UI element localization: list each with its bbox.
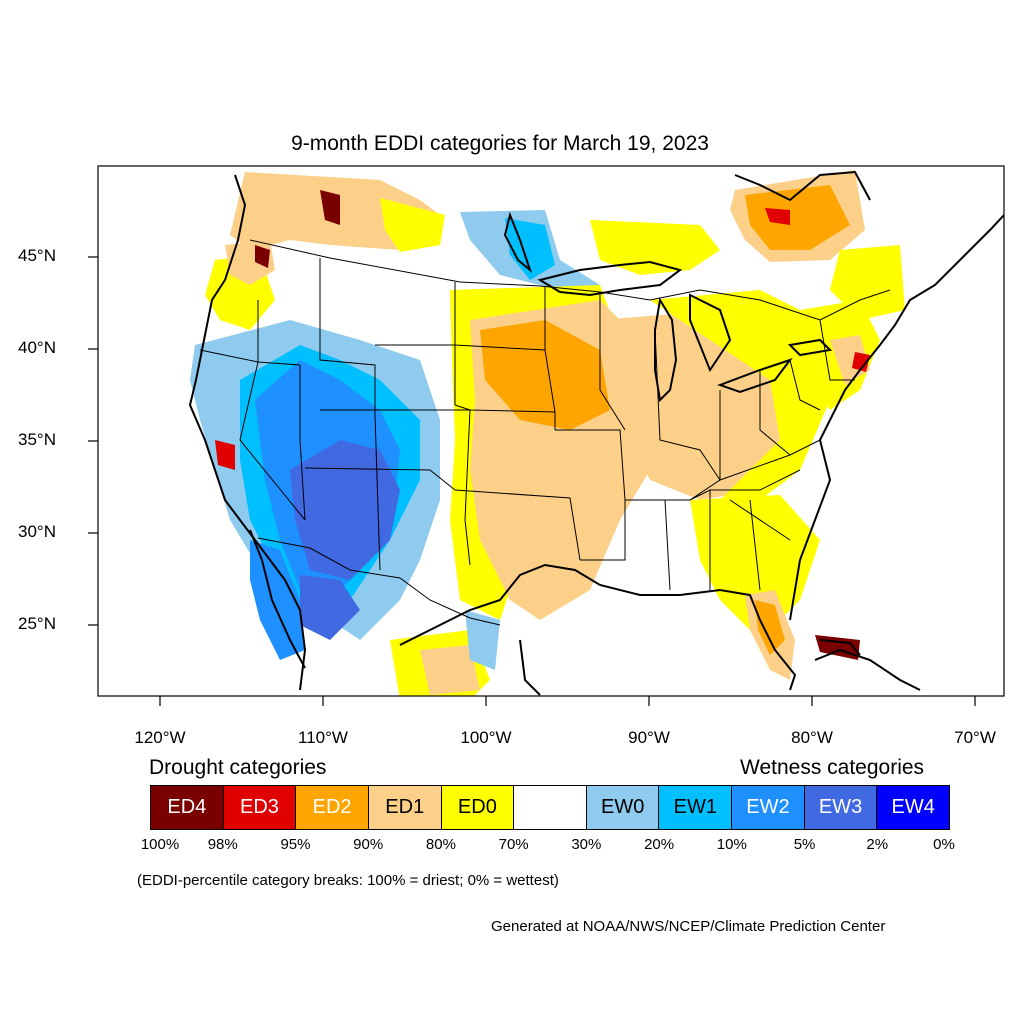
lat-label-40: 40°N	[18, 338, 56, 357]
region-ed0-southeast	[690, 495, 820, 640]
legend-box-ew4: EW4	[877, 786, 950, 829]
category-fill-layer	[190, 170, 905, 696]
map-frame	[97, 165, 1005, 697]
percent-break-label: 95%	[280, 836, 311, 853]
credit-line: Generated at NOAA/NWS/NCEP/Climate Predi…	[491, 918, 886, 935]
category-note: (EDDI-percentile category breaks: 100% =…	[137, 872, 559, 889]
lake-winnipeg	[503, 211, 533, 274]
region-ed3-washington	[320, 190, 340, 225]
lake-huron	[689, 293, 732, 373]
boundary-lines	[188, 170, 1004, 696]
legend-box-ed1: ED1	[368, 786, 442, 829]
percent-break-label: 2%	[866, 836, 889, 853]
region-ed2-florida	[755, 600, 785, 655]
region-ed0-ontario	[590, 220, 720, 275]
coastline-gulf	[399, 563, 797, 691]
percent-break-label: 20%	[644, 836, 675, 853]
lon-label-110w: 110°W	[298, 728, 348, 747]
us-canada-border	[249, 239, 891, 321]
percent-break-label: 0%	[933, 836, 955, 853]
region-ed1-mexico-south	[420, 645, 480, 695]
percent-break-label: 70%	[498, 836, 529, 853]
percent-break-label: 90%	[353, 836, 384, 853]
bahamas-coast	[819, 639, 861, 656]
wetness-heading: Wetness categories	[740, 756, 925, 779]
region-ed0-canada-west	[380, 198, 445, 252]
legend-box-ed3: ED3	[223, 786, 297, 829]
map-title: 9-month EDDI categories for March 19, 20…	[291, 132, 709, 155]
lon-label-120w: 120°W	[134, 728, 186, 747]
coastline-atlantic	[789, 214, 1004, 621]
lon-label-80w: 80°W	[791, 728, 833, 747]
percent-break-label: 30%	[571, 836, 602, 853]
lake-ontario	[787, 338, 833, 357]
region-ew3-mexico	[300, 575, 360, 640]
coastline-mexico-yucatan	[519, 639, 541, 696]
legend-box-ed2: ED2	[296, 786, 369, 829]
region-ed2-nebraska	[480, 320, 610, 430]
lon-label-70w: 70°W	[954, 728, 996, 747]
legend-box-ew3: EW3	[804, 786, 878, 829]
region-ew0-texas-coast	[465, 610, 500, 670]
lake-superior	[537, 260, 683, 297]
lat-label-25: 25°N	[18, 614, 56, 633]
lat-label-45: 45°N	[18, 246, 56, 265]
region-ew3-southwest	[290, 440, 400, 580]
percent-break-label: 100%	[140, 836, 180, 853]
drought-heading: Drought categories	[149, 756, 327, 779]
legend-box-ed0: ED0	[441, 786, 515, 829]
us-mexico-border	[257, 537, 501, 626]
coastline-baja	[249, 529, 306, 669]
region-ed1-new-england	[830, 335, 870, 385]
region-ed3-northeast	[852, 352, 870, 372]
category-legend: ED4 ED3 ED2 ED1 ED0 EW0 EW1 EW2 EW3 EW4	[150, 785, 950, 830]
percent-break-label: 98%	[207, 836, 238, 853]
legend-box-ew1: EW1	[659, 786, 733, 829]
region-ed4-oregon	[255, 245, 270, 268]
legend-box-ew2: EW2	[732, 786, 805, 829]
lon-label-100w: 100°W	[460, 728, 512, 747]
legend-box-ew0: EW0	[586, 786, 660, 829]
lake-erie	[717, 358, 793, 394]
legend-box-ed4: ED4	[151, 786, 224, 829]
lat-label-35: 35°N	[18, 430, 56, 449]
region-ed3-california	[215, 440, 235, 470]
region-ed2-quebec	[745, 185, 850, 250]
legend-box-normal	[514, 786, 587, 829]
percent-break-label: 80%	[425, 836, 456, 853]
region-ed3-quebec	[765, 208, 790, 225]
region-ed0-midwest	[650, 290, 830, 500]
axis-ticks	[88, 256, 976, 706]
percent-break-label: 5%	[793, 836, 816, 853]
lat-label-30: 30°N	[18, 522, 56, 541]
percent-break-label: 10%	[716, 836, 747, 853]
cuba-coast	[814, 648, 921, 691]
state-lines	[199, 258, 855, 591]
region-ed0-maritimes	[830, 245, 905, 320]
coastline-pacific	[188, 174, 307, 691]
lon-label-90w: 90°W	[628, 728, 670, 747]
coastline-hudson-labrador	[734, 170, 871, 202]
